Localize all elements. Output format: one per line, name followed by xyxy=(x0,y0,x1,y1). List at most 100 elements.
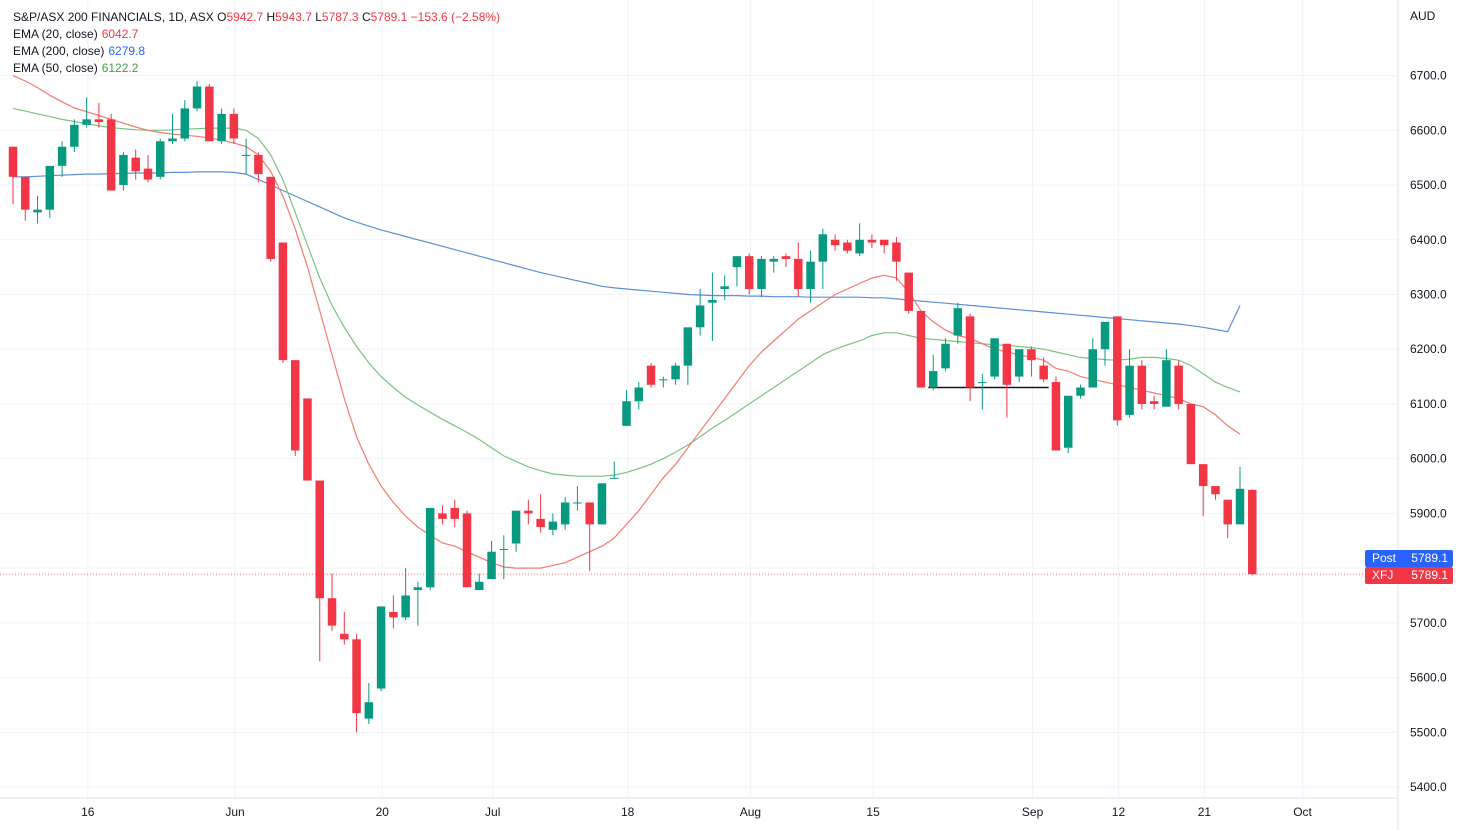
candle-body xyxy=(70,124,79,147)
price-tick-label: 5600.0 xyxy=(1410,671,1447,685)
candle-body xyxy=(634,387,644,402)
price-tick-label: 6200.0 xyxy=(1410,342,1447,356)
candle-body xyxy=(94,119,104,123)
candle-body xyxy=(695,305,705,328)
price-tick-label: 5500.0 xyxy=(1410,725,1447,739)
candle-body xyxy=(867,239,877,243)
symbol-title: S&P/ASX 200 FINANCIALS, 1D, ASX xyxy=(13,10,214,24)
candle-body xyxy=(475,581,484,591)
candle-body xyxy=(376,606,386,689)
chart-legend: S&P/ASX 200 FINANCIALS, 1D, ASX O5942.7 … xyxy=(13,9,500,77)
candle-body xyxy=(978,382,987,384)
candle-body xyxy=(1027,349,1036,361)
candle-body xyxy=(425,507,435,588)
post-tag-value: 5789.1 xyxy=(1411,551,1448,565)
post-tag-label: Post xyxy=(1372,551,1397,565)
candle-body xyxy=(609,477,619,479)
candle-body xyxy=(781,256,791,259)
time-tick-label: 21 xyxy=(1198,805,1212,819)
candle-body xyxy=(683,327,693,366)
candle-body xyxy=(843,242,852,251)
candle-body xyxy=(1248,489,1257,575)
candle-body xyxy=(990,338,999,377)
candle-body xyxy=(879,239,889,246)
candle-body xyxy=(340,633,349,640)
indicator-ema20[interactable]: EMA (20, close) 6042.7 xyxy=(13,26,500,43)
candle-body xyxy=(229,113,239,139)
last-price-tag: XFJ 5789.1 xyxy=(1365,567,1453,584)
candle-body xyxy=(1162,360,1171,407)
candle-body xyxy=(266,176,275,259)
candle-body xyxy=(168,138,177,142)
candle-body xyxy=(131,157,140,172)
candle-body xyxy=(1149,401,1159,404)
candle-body xyxy=(941,343,950,369)
candle-body xyxy=(855,239,864,254)
candle-body xyxy=(548,521,558,530)
currency-label[interactable]: AUD xyxy=(1410,9,1436,23)
candle-body xyxy=(830,239,840,246)
candle-body xyxy=(1063,395,1073,448)
price-tick-label: 6100.0 xyxy=(1410,397,1447,411)
candle-body xyxy=(106,119,116,191)
time-tick-label: 20 xyxy=(376,805,390,819)
candle-body xyxy=(413,587,423,591)
candle-body xyxy=(499,548,509,550)
ema200-line xyxy=(13,171,1241,333)
candle-body xyxy=(327,598,337,626)
candle-body xyxy=(659,379,668,381)
time-tick-label: 12 xyxy=(1112,805,1126,819)
candle-body xyxy=(352,639,361,714)
indicator-ema50[interactable]: EMA (50, close) 6122.2 xyxy=(13,60,500,77)
candle-body xyxy=(1223,499,1232,525)
last-tag-label: XFJ xyxy=(1372,568,1394,582)
time-tick-label: Oct xyxy=(1293,805,1312,819)
candle-body xyxy=(1002,343,1012,385)
candle-body xyxy=(1014,349,1024,377)
candle-body xyxy=(585,502,594,525)
candle-body xyxy=(8,146,18,177)
price-tick-label: 6300.0 xyxy=(1410,287,1447,301)
candle-body xyxy=(57,146,67,166)
candle-body xyxy=(671,365,680,380)
candle-body xyxy=(155,141,165,177)
price-tick-label: 5900.0 xyxy=(1410,506,1447,520)
candle-body xyxy=(892,242,901,262)
candle-body xyxy=(389,611,398,618)
time-tick-label: 15 xyxy=(866,805,880,819)
candle-body xyxy=(732,256,742,268)
price-tick-label: 6600.0 xyxy=(1410,123,1447,137)
candle-body xyxy=(769,258,778,262)
candle-body xyxy=(1235,488,1245,525)
candle-body xyxy=(1137,365,1147,404)
candle-body xyxy=(904,272,913,311)
candle-body xyxy=(597,483,607,525)
candle-body xyxy=(1100,321,1110,350)
candle-body xyxy=(119,154,128,186)
time-tick-label: Jun xyxy=(225,805,244,819)
indicator-ema200[interactable]: EMA (200, close) 6279.8 xyxy=(13,43,500,60)
candle-body xyxy=(818,234,828,262)
candle-body xyxy=(401,595,410,618)
indicator-label: EMA (50, close) xyxy=(13,61,98,75)
change-value: −153.6 (−2.58%) xyxy=(410,10,501,24)
candle-body xyxy=(1088,349,1098,388)
candle-body xyxy=(1186,403,1196,465)
price-tick-label: 6500.0 xyxy=(1410,178,1447,192)
candle-body xyxy=(33,209,42,213)
time-tick-label: Jul xyxy=(485,805,500,819)
time-tick-label: 16 xyxy=(81,805,95,819)
price-tick-label: 5700.0 xyxy=(1410,616,1447,630)
candle-body xyxy=(462,513,472,588)
price-tick-label: 5400.0 xyxy=(1410,780,1447,794)
candle-body xyxy=(953,308,963,336)
time-tick-label: 18 xyxy=(621,805,635,819)
candle-body xyxy=(438,513,447,519)
candle-body xyxy=(205,86,214,142)
candle-body xyxy=(278,242,288,361)
candle-body xyxy=(794,258,803,290)
open-value: 5942.7 xyxy=(226,10,264,24)
indicator-value: 6042.7 xyxy=(101,27,139,41)
